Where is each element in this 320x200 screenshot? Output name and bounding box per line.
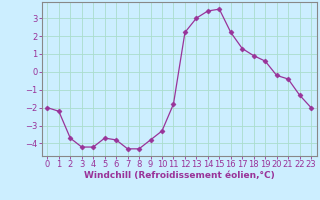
X-axis label: Windchill (Refroidissement éolien,°C): Windchill (Refroidissement éolien,°C) [84,171,275,180]
